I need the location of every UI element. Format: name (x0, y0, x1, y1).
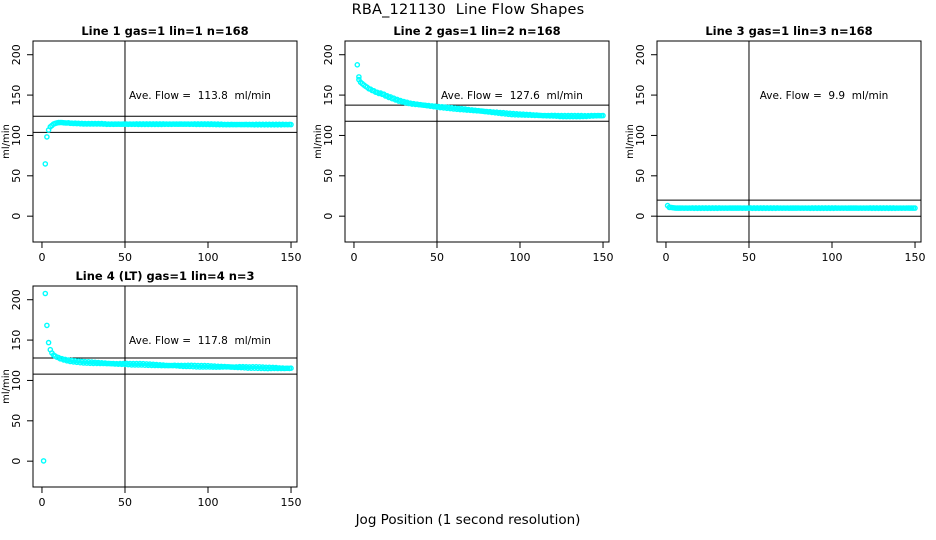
x-tick-label: 50 (742, 251, 756, 263)
x-tick-label: 50 (118, 496, 132, 508)
y-tick-label: 50 (322, 169, 335, 183)
y-tick-label: 0 (322, 213, 335, 220)
y-tick-label: 150 (10, 330, 23, 351)
x-tick-label: 100 (510, 251, 531, 263)
data-point (45, 339, 52, 346)
figure-xlabel: Jog Position (1 second resolution) (355, 512, 581, 528)
plot-frame (656, 40, 922, 243)
y-tick-label: 100 (322, 125, 335, 146)
x-tick-label: 150 (905, 251, 926, 263)
data-point (354, 62, 361, 68)
y-tick-label: 200 (10, 44, 23, 65)
plot-frame (32, 285, 298, 488)
data-points (664, 202, 918, 212)
y-tick-label: 200 (634, 44, 647, 65)
panel-title: Line 3 gas=1 lin=3 n=168 (705, 24, 872, 38)
data-point (288, 365, 294, 371)
data-point (42, 161, 49, 167)
x-tick-label: 0 (350, 251, 357, 263)
x-tick-label: 150 (593, 251, 614, 263)
x-tick-label: 150 (281, 496, 302, 508)
y-tick-label: 150 (10, 85, 23, 106)
chart-line-3: 0 50 100 150 0 50 100 150 200 ml/min Line 3 gas=1 … (625, 24, 926, 263)
panel-title: Line 4 (LT) gas=1 lin=4 n=3 (75, 269, 254, 283)
chart-line-4: 0 50 100 150 0 50 100 150 200 ml/min Line 4 (LT) g… (1, 269, 302, 508)
y-tick-label: 150 (634, 85, 647, 106)
plot-frame (344, 40, 610, 243)
x-tick-label: 50 (118, 251, 132, 263)
data-points (42, 119, 294, 167)
panel-line-3: 0 50 100 150 0 50 100 150 200 ml/min Line 3 gas=1 … (624, 22, 936, 263)
data-point (40, 458, 47, 464)
x-tick-label: 100 (198, 251, 219, 263)
chart-line-1: 0 50 100 150 0 50 100 150 200 ml/min Line 1 gas=1 … (1, 24, 302, 263)
x-tick-label: 100 (822, 251, 843, 263)
data-point (42, 290, 49, 297)
y-tick-label: 0 (634, 213, 647, 220)
y-axis-title: ml/min (1, 124, 12, 159)
panel-title: Line 2 gas=1 lin=2 n=168 (393, 24, 560, 38)
avg-flow-label: Ave. Flow = 9.9 ml/min (760, 90, 889, 102)
data-point (600, 112, 606, 119)
y-tick-label: 50 (10, 169, 23, 183)
y-axis-title: ml/min (313, 124, 324, 159)
x-tick-label: 100 (198, 496, 219, 508)
avg-flow-label: Ave. Flow = 117.8 ml/min (129, 335, 271, 347)
avg-flow-label: Ave. Flow = 127.6 ml/min (441, 90, 583, 102)
y-axis-title: ml/min (625, 124, 636, 159)
y-tick-label: 0 (10, 458, 23, 465)
y-tick-label: 100 (10, 370, 23, 391)
panel-line-2: 0 50 100 150 0 50 100 150 200 ml/min Line 2 gas=1 … (312, 22, 624, 263)
data-point (288, 121, 294, 128)
x-tick-label: 0 (38, 251, 45, 263)
panel-line-1: 0 50 100 150 0 50 100 150 200 ml/min Line 1 gas=1 … (0, 22, 312, 263)
x-tick-label: 0 (38, 496, 45, 508)
y-tick-label: 50 (634, 169, 647, 183)
x-tick-label: 150 (281, 251, 302, 263)
data-points (40, 290, 294, 464)
data-point (912, 205, 918, 211)
y-tick-label: 0 (10, 213, 23, 220)
data-point (44, 134, 50, 140)
y-tick-label: 200 (322, 44, 335, 65)
chart-line-2: 0 50 100 150 0 50 100 150 200 ml/min Line 2 gas=1 … (313, 24, 614, 263)
y-tick-label: 50 (10, 414, 23, 428)
panel-line-4: 0 50 100 150 0 50 100 150 200 ml/min Line 4 (LT) g… (0, 267, 312, 508)
y-tick-label: 200 (10, 289, 23, 310)
plot-frame (32, 40, 298, 243)
y-tick-label: 100 (10, 125, 23, 146)
y-axis-title: ml/min (1, 369, 12, 404)
panel-title: Line 1 gas=1 lin=1 n=168 (81, 24, 248, 38)
x-tick-label: 0 (662, 251, 669, 263)
figure-title: RBA_121130 Line Flow Shapes (351, 2, 585, 18)
y-tick-label: 100 (634, 125, 647, 146)
avg-flow-label: Ave. Flow = 113.8 ml/min (129, 90, 271, 102)
x-tick-label: 50 (430, 251, 444, 263)
data-point (356, 74, 362, 80)
data-point (44, 322, 50, 329)
data-points (354, 62, 606, 120)
y-tick-label: 150 (322, 85, 335, 106)
